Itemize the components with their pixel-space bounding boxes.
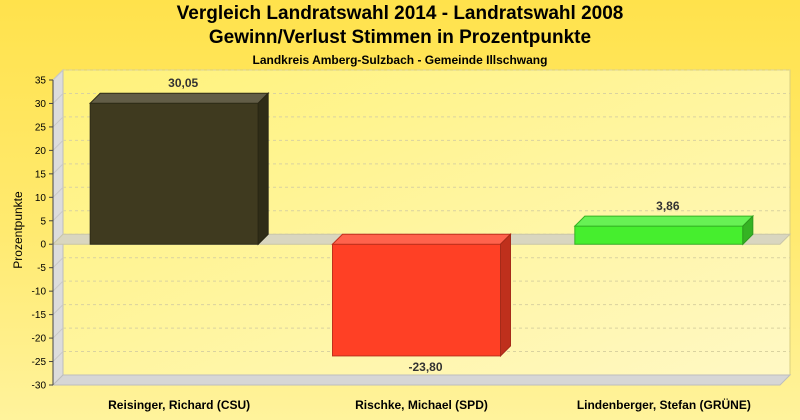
bar-2-top [331,233,512,245]
y-gridline-side [52,210,64,222]
plot-left-wall [52,68,64,387]
data-label: -23,80 [408,360,442,374]
y-gridline-side [52,186,64,198]
y-tick-label: 10 [35,193,47,204]
bar-2 [332,243,501,357]
data-label: 30,05 [168,76,198,90]
y-gridline-side [52,257,64,269]
y-gridline-side [52,116,64,128]
y-tick-label: 30 [35,99,47,110]
y-gridline-side [52,140,64,151]
y-gridline-side [52,327,64,339]
bar-1 [89,102,259,245]
y-tick-label: 5 [40,216,46,227]
y-gridline-side [52,163,64,175]
y-gridline-side [52,280,64,292]
bar-3 [574,225,744,245]
bar-3-side [742,214,754,246]
bar-1-top [88,92,270,104]
bar-1-side [257,92,269,246]
y-gridline-side [52,93,64,104]
y-tick-label: 0 [40,240,46,251]
bar-3-top [573,215,755,227]
y-tick-label: -20 [32,334,47,345]
y-tick-label: 25 [35,122,47,133]
y-tick-label: -10 [32,287,47,298]
x-category-label: Reisinger, Richard (CSU) [108,398,250,412]
x-category-label: Lindenberger, Stefan (GRÜNE) [577,397,751,412]
bar-2-side [500,233,511,358]
y-gridline-side [52,304,64,315]
y-tick-label: 20 [35,146,47,157]
y-gridline-side [52,351,64,362]
chart-subtitle: Landkreis Amberg-Sulzbach - Gemeinde Ill… [252,53,548,67]
y-tick-label: -5 [37,263,46,274]
y-tick-label: 35 [35,76,47,87]
y-tick-label: -15 [32,310,47,321]
chart-title: Vergleich Landratswahl 2014 - Landratswa… [176,3,624,24]
y-tick-label: -25 [32,357,47,368]
plot-floor [51,374,792,386]
data-label: 3,86 [656,199,680,213]
y-gridline-side [52,69,64,81]
x-category-label: Rischke, Michael (SPD) [355,398,488,412]
y-tick-label: 15 [35,169,47,180]
y-tick-label: -30 [32,381,47,392]
chart-title-line-2: Gewinn/Verlust Stimmen in Prozentpunkte [208,27,592,48]
